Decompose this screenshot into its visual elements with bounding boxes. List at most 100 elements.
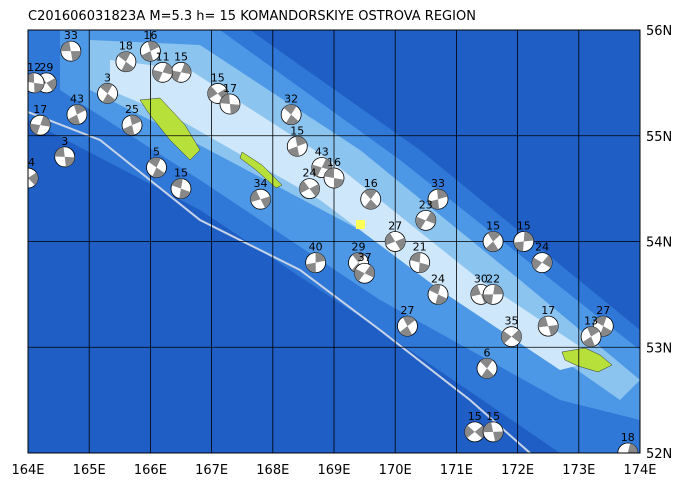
depth-label: 18 <box>119 40 133 53</box>
focal-mechanism: 22 <box>482 272 504 305</box>
focal-mechanism: 18 <box>617 431 639 453</box>
depth-label: 3 <box>61 135 68 148</box>
depth-label: 24 <box>431 272 445 285</box>
depth-label: 35 <box>504 315 518 328</box>
depth-label: 15 <box>290 124 304 137</box>
compression-quadrant <box>60 41 81 62</box>
compression-quadrant <box>617 443 638 453</box>
focal-mechanism: 35 <box>501 315 522 348</box>
compression-quadrant <box>501 329 522 344</box>
focal-mechanism: 33 <box>427 177 449 210</box>
focal-mechanism: 17 <box>219 82 241 115</box>
depth-label: 11 <box>156 50 170 63</box>
focal-mechanism: 43 <box>66 93 88 125</box>
compression-quadrant <box>485 231 501 252</box>
focal-mechanism: 27 <box>384 220 406 252</box>
focal-mechanism: 15 <box>482 410 504 443</box>
focal-mechanism: 24 <box>427 272 449 305</box>
lon-label: 173E <box>562 463 595 478</box>
compression-quadrant <box>122 115 142 136</box>
compression-quadrant <box>428 284 448 305</box>
focal-mechanism: 16 <box>323 156 345 189</box>
depth-label: 23 <box>419 198 433 211</box>
lon-label: 164E <box>11 463 44 478</box>
depth-label: 15 <box>174 50 188 63</box>
depth-label: 15 <box>517 220 531 233</box>
compression-quadrant <box>415 211 436 229</box>
compression-quadrant <box>385 232 406 251</box>
depth-label: 3 <box>104 71 111 84</box>
compression-quadrant <box>283 104 299 125</box>
compression-quadrant <box>532 255 553 271</box>
depth-label: 32 <box>284 93 298 106</box>
focal-mechanism: 23 <box>415 198 437 231</box>
compression-quadrant <box>28 72 45 93</box>
depth-label: 33 <box>64 29 78 42</box>
depth-label: 29 <box>351 241 365 254</box>
depth-label: 27 <box>400 304 414 317</box>
depth-label: 30 <box>474 272 488 285</box>
depth-label: 15 <box>486 220 500 233</box>
depth-label: 16 <box>364 177 378 190</box>
compression-quadrant <box>363 189 378 210</box>
depth-label: 17 <box>33 103 47 116</box>
depth-label: 16 <box>327 156 341 169</box>
depth-label: 17 <box>541 304 555 317</box>
compression-quadrant <box>324 168 344 189</box>
depth-label: 27 <box>388 220 402 233</box>
lat-label: 52N <box>646 447 672 462</box>
focal-mechanism: 13 <box>580 315 602 348</box>
depth-label: 6 <box>484 346 491 359</box>
depth-label: 16 <box>143 29 157 42</box>
compression-quadrant <box>513 231 534 252</box>
depth-label: 24 <box>303 167 317 180</box>
map-title: C201606031823A M=5.3 h= 15 KOMANDORSKIYE… <box>28 9 476 24</box>
focal-mechanism: 34 <box>250 177 271 210</box>
depth-label: 37 <box>358 251 372 264</box>
compression-quadrant <box>148 157 165 178</box>
depth-label: 33 <box>431 177 445 190</box>
lon-label: 168E <box>256 463 289 478</box>
focal-mechanism: 24 <box>28 156 39 189</box>
compression-quadrant <box>99 83 116 104</box>
focal-mechanism: 25 <box>121 103 143 136</box>
focal-mechanism: 15 <box>170 50 192 83</box>
focal-mechanism: 15 <box>482 220 504 252</box>
depth-label: 5 <box>153 145 160 158</box>
compression-quadrant <box>54 146 75 167</box>
frame <box>27 29 641 454</box>
compression-quadrant <box>582 326 600 347</box>
depth-label: 15 <box>486 410 500 423</box>
focal-mechanism: 24 <box>531 241 553 274</box>
depth-label: 15 <box>174 167 188 180</box>
focal-mechanism: 17 <box>537 304 559 337</box>
lon-label: 166E <box>134 463 167 478</box>
lon-label: 172E <box>501 463 534 478</box>
focal-mechanism: 12 <box>28 61 45 94</box>
compression-quadrant <box>399 316 416 337</box>
depth-label: 34 <box>254 177 268 190</box>
compression-quadrant <box>171 178 191 199</box>
focal-mechanism: 24 <box>299 167 320 200</box>
depth-label: 25 <box>125 103 139 116</box>
depth-label: 29 <box>39 61 53 74</box>
lon-label: 170E <box>379 463 412 478</box>
depth-label: 43 <box>315 145 329 158</box>
focal-mechanism: 15 <box>170 167 192 200</box>
compression-quadrant <box>305 252 326 273</box>
lon-label: 167E <box>195 463 228 478</box>
depth-label: 22 <box>486 272 500 285</box>
compression-quadrant <box>250 190 271 209</box>
depth-label: 21 <box>413 241 427 254</box>
depth-label: 17 <box>223 82 237 95</box>
lon-label: 165E <box>73 463 106 478</box>
focal-mechanism: 37 <box>354 251 376 284</box>
depth-label: 15 <box>211 71 225 84</box>
compression-quadrant <box>479 358 495 379</box>
focal-mechanism: 27 <box>397 304 418 337</box>
focal-mechanism: 15 <box>286 124 308 157</box>
focal-mechanism: 15 <box>513 220 535 252</box>
compression-quadrant <box>152 63 173 82</box>
depth-label: 18 <box>621 431 635 444</box>
